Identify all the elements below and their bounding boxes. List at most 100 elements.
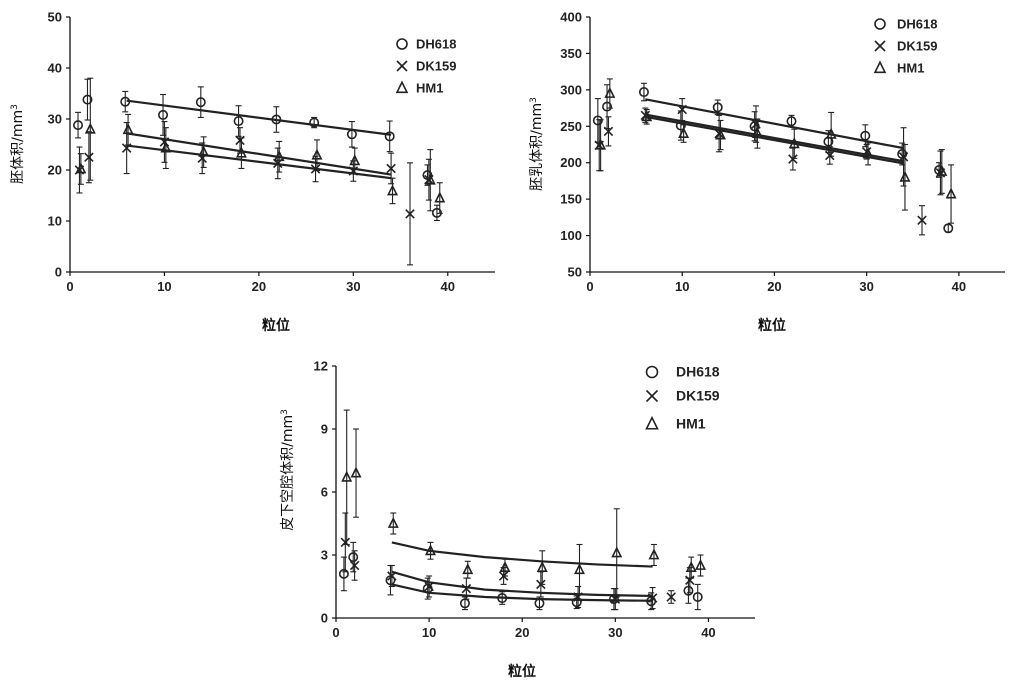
- data-point: [611, 546, 623, 558]
- data-point: [75, 162, 87, 174]
- y-axis-title: 胚体积/mm3: [10, 104, 26, 184]
- error-bar: [343, 409, 350, 546]
- data-point: [943, 223, 954, 234]
- series-hm1: [595, 78, 957, 224]
- legend-label: HM1: [676, 416, 706, 432]
- error-bar: [901, 143, 908, 211]
- error-bar: [945, 224, 952, 233]
- legend-marker-circle-icon: [645, 365, 659, 379]
- legend-marker-circle-icon: [396, 38, 408, 50]
- trend-line: [126, 99, 392, 136]
- x-tick-label: 10: [675, 279, 689, 294]
- error-bar: [390, 512, 397, 535]
- data-point: [685, 560, 697, 573]
- x-tick-label: 0: [332, 625, 339, 640]
- data-point: [73, 120, 84, 131]
- legend-item-dk159: DK159: [645, 388, 720, 404]
- data-point: [860, 130, 871, 141]
- error-bar: [650, 543, 657, 567]
- data-point: [898, 152, 909, 162]
- data-point: [936, 164, 948, 176]
- error-bar: [348, 121, 355, 148]
- y-tick-label: 10: [48, 214, 62, 229]
- error-bar: [313, 139, 320, 172]
- data-point: [158, 109, 169, 120]
- error-bar: [948, 164, 955, 224]
- x-tick-label: 0: [586, 279, 593, 294]
- y-tick-label: 100: [560, 228, 582, 243]
- y-tick-label: 0: [55, 265, 62, 280]
- error-bar: [694, 583, 701, 611]
- data-point: [592, 115, 603, 126]
- data-point: [678, 126, 690, 138]
- data-point: [235, 146, 247, 158]
- trend-line: [391, 570, 653, 598]
- x-tick-label: 0: [66, 279, 73, 294]
- data-point: [160, 141, 172, 153]
- error-bar: [77, 153, 84, 185]
- series-hm1: [341, 409, 707, 598]
- data-point: [825, 127, 837, 139]
- error-bar: [235, 105, 242, 137]
- y-axis-title: 胚乳体积/mm3: [529, 97, 545, 191]
- data-point: [712, 102, 723, 113]
- data-point: [311, 148, 323, 160]
- data-point: [604, 86, 616, 98]
- y-tick-label: 200: [560, 155, 582, 170]
- trend-line: [645, 115, 904, 165]
- error-bar: [606, 78, 613, 109]
- data-point: [666, 592, 676, 602]
- x-tick-label: 10: [422, 625, 436, 640]
- y-tick-label: 30: [48, 112, 62, 127]
- series-dh618: [338, 541, 703, 611]
- data-point: [825, 150, 835, 161]
- data-point: [751, 126, 763, 138]
- data-point: [271, 114, 282, 125]
- y-tick-label: 50: [48, 10, 62, 25]
- x-tick-label: 30: [859, 279, 873, 294]
- data-point: [677, 104, 687, 115]
- error-bar: [828, 111, 835, 157]
- data-point: [862, 147, 874, 159]
- data-point: [84, 122, 96, 134]
- data-point: [715, 128, 726, 140]
- trend-line: [391, 541, 653, 568]
- y-axis-title-superscript: 3: [280, 409, 290, 415]
- x-tick-label: 10: [157, 279, 171, 294]
- data-point: [405, 209, 415, 219]
- data-point: [233, 116, 244, 127]
- data-point: [536, 560, 548, 573]
- data-point: [462, 563, 474, 575]
- x-tick-label: 40: [441, 279, 455, 294]
- error-bar: [200, 136, 207, 168]
- data-point: [122, 123, 134, 135]
- error-bar: [389, 177, 396, 205]
- y-tick-label: 350: [560, 46, 582, 61]
- x-axis-title: 粒位: [508, 663, 536, 680]
- data-point: [788, 154, 798, 164]
- error-bar: [717, 119, 724, 151]
- y-tick-label: 300: [560, 82, 582, 97]
- data-point: [82, 94, 93, 105]
- data-point: [84, 152, 94, 163]
- data-point: [917, 215, 927, 226]
- data-point: [648, 548, 660, 560]
- data-point: [434, 191, 446, 203]
- data-point: [424, 581, 434, 592]
- x-axis-title: 粒位: [758, 317, 786, 334]
- legend-item-dh618: DH618: [645, 364, 720, 380]
- data-point: [573, 592, 583, 602]
- legend-label: HM1: [897, 61, 924, 76]
- legend-marker-circle-icon: [874, 18, 886, 30]
- y-tick-label: 20: [48, 163, 62, 178]
- error-bar: [938, 149, 945, 194]
- data-point: [424, 173, 436, 185]
- y-tick-label: 3: [321, 548, 328, 563]
- error-bar: [238, 137, 245, 170]
- data-point: [534, 598, 545, 609]
- y-tick-label: 9: [321, 422, 328, 437]
- error-bar: [276, 140, 283, 173]
- legend-item-hm1: HM1: [873, 60, 924, 76]
- data-point: [346, 129, 357, 140]
- legend-marker-cross-icon: [396, 60, 408, 72]
